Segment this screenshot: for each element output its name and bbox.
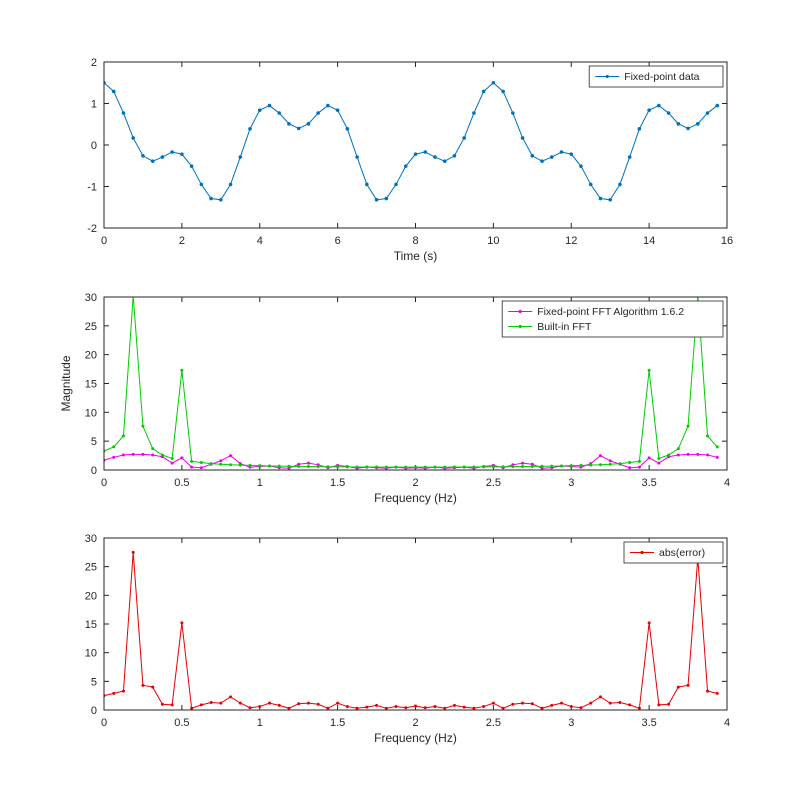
legend-marker-sample — [640, 550, 644, 555]
x-tick-label: 3 — [568, 477, 574, 489]
x-tick-label: 0.5 — [174, 477, 189, 489]
legend-label-fixed-point-fft-algorithm-1-6-2: Fixed-point FFT Algorithm 1.6.2 — [537, 306, 684, 318]
x-tick-label: 1.5 — [330, 717, 345, 729]
series-markers-abs-error — [104, 550, 719, 710]
x-tick-label: 2 — [412, 717, 418, 729]
x-axis-label: Frequency (Hz) — [374, 731, 457, 745]
x-tick-label: 4 — [724, 477, 730, 489]
y-tick-label: 15 — [85, 379, 97, 391]
x-tick-label: 0.5 — [174, 717, 189, 729]
x-tick-label: 16 — [721, 235, 733, 247]
plot-area — [104, 550, 719, 710]
legend-box — [623, 541, 724, 564]
y-tick-label: 25 — [85, 562, 97, 574]
legend: Fixed-point data — [588, 65, 724, 88]
legend-label-abs-error: abs(error) — [659, 547, 705, 559]
axes-frame — [103, 61, 728, 229]
y-tick-label: 2 — [91, 57, 97, 69]
x-tick-label: 0 — [101, 235, 107, 247]
x-tick-label: 10 — [487, 235, 499, 247]
x-tick-label: 3 — [568, 717, 574, 729]
x-tick-label: 4 — [724, 717, 730, 729]
legend-marker-sample — [518, 309, 522, 314]
y-tick-label: 10 — [85, 407, 97, 419]
x-tick-label: 1 — [257, 717, 263, 729]
x-tick-label: 4 — [257, 235, 263, 247]
y-tick-label: 15 — [85, 619, 97, 631]
plot-area — [104, 80, 720, 202]
y-tick-label: -2 — [87, 223, 97, 235]
legend-box — [588, 65, 724, 88]
legend: Fixed-point FFT Algorithm 1.6.2 Built-in … — [501, 300, 724, 338]
y-axis-label: Magnitude — [59, 355, 73, 411]
y-tick-label: 10 — [85, 648, 97, 660]
x-tick-label: 14 — [643, 235, 655, 247]
y-tick-label: -1 — [87, 182, 97, 194]
series-line-abs-error — [104, 552, 718, 709]
axes-frame — [103, 537, 728, 711]
legend-box — [501, 300, 724, 338]
x-tick-label: 12 — [565, 235, 577, 247]
y-tick-label: 20 — [85, 350, 97, 362]
x-tick-label: 2.5 — [486, 477, 501, 489]
x-tick-label: 8 — [412, 235, 418, 247]
subplot-3: 0 0.5 1 1.5 2 2.5 3 3.5 4 0 5 10 15 20 25 30 Frequency (… — [85, 533, 730, 745]
x-axis-label: Time (s) — [394, 249, 438, 263]
series-markers-fixed-point-data — [104, 80, 720, 202]
series-line-fixed-point-fft-algorithm-1-6-2 — [104, 453, 718, 469]
x-tick-label: 3.5 — [641, 717, 656, 729]
x-tick-label: 3.5 — [641, 477, 656, 489]
y-tick-label: 25 — [85, 321, 97, 333]
x-tick-label: 1 — [257, 477, 263, 489]
x-tick-label: 6 — [335, 235, 341, 247]
axes-frame — [103, 296, 728, 471]
x-axis-label: Frequency (Hz) — [374, 491, 457, 505]
legend-marker-sample — [605, 74, 609, 79]
legend-marker-sample — [518, 324, 522, 329]
y-tick-label: 30 — [85, 292, 97, 304]
x-tick-label: 2 — [179, 235, 185, 247]
y-tick-label: 1 — [91, 99, 97, 111]
series-markers-built-in-fft — [104, 297, 719, 469]
y-tick-label: 20 — [85, 590, 97, 602]
series-line-fixed-point-data — [104, 82, 718, 201]
x-tick-label: 2 — [412, 477, 418, 489]
x-tick-label: 0 — [101, 477, 107, 489]
y-tick-label: 0 — [91, 465, 97, 477]
legend-label-fixed-point-data: Fixed-point data — [624, 71, 699, 83]
plot-area — [104, 297, 719, 470]
y-tick-label: 30 — [85, 533, 97, 545]
x-tick-label: 1.5 — [330, 477, 345, 489]
y-tick-label: 5 — [91, 676, 97, 688]
y-tick-label: 5 — [91, 436, 97, 448]
subplot-2: 0 0.5 1 1.5 2 2.5 3 3.5 4 0 5 10 15 20 25 30 Frequency (… — [59, 292, 730, 505]
legend: abs(error) — [623, 541, 724, 564]
legend-label-built-in-fft: Built-in FFT — [537, 321, 592, 333]
series-line-built-in-fft — [104, 297, 718, 468]
x-tick-label: 2.5 — [486, 717, 501, 729]
x-tick-label: 0 — [101, 717, 107, 729]
y-tick-label: 0 — [91, 705, 97, 717]
y-tick-label: 0 — [91, 140, 97, 152]
